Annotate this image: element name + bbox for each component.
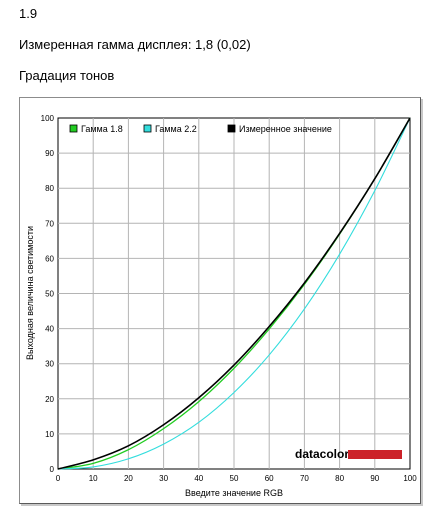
y-tick-label: 90 — [45, 149, 54, 158]
series-lines — [57, 117, 411, 470]
x-tick-label: 20 — [124, 474, 133, 483]
x-tick-label: 0 — [56, 474, 61, 483]
x-tick-label: 50 — [230, 474, 239, 483]
legend: Гамма 1.8 Гамма 2.2 Измеренное значение — [69, 124, 332, 134]
y-tick-label: 70 — [45, 219, 54, 228]
y-tick-label: 60 — [45, 254, 54, 263]
legend-swatch — [143, 124, 152, 133]
y-axis-label: Выходная величина светимости — [25, 226, 35, 360]
grid — [58, 118, 410, 469]
series-line — [57, 117, 411, 470]
y-tick-label: 30 — [45, 360, 54, 369]
legend-label: Гамма 1.8 — [81, 124, 123, 134]
chart-frame: 0 10 20 30 40 50 60 70 80 90 100 0 10 20 30 40 50 60 70 80 9… — [19, 97, 421, 504]
tone-curve-chart: 0 10 20 30 40 50 60 70 80 90 100 0 10 20 30 40 50 60 70 80 9… — [25, 114, 418, 498]
x-tick-label: 90 — [370, 474, 379, 483]
x-tick-label: 30 — [159, 474, 168, 483]
y-tick-label: 20 — [45, 395, 54, 404]
y-tick-label: 0 — [50, 465, 55, 474]
x-tick-label: 80 — [335, 474, 344, 483]
y-tick-label: 80 — [45, 184, 54, 193]
y-tick-label: 40 — [45, 325, 54, 334]
section-number: 1.9 — [19, 6, 38, 21]
datacolor-logo-bar — [348, 450, 402, 459]
x-axis-label: Введите значение RGB — [185, 488, 283, 498]
legend-label: Измеренное значение — [239, 124, 332, 134]
x-tick-label: 60 — [265, 474, 274, 483]
x-tick-label: 10 — [89, 474, 98, 483]
legend-label: Гамма 2.2 — [155, 124, 197, 134]
legend-swatch — [227, 124, 236, 133]
datacolor-logo: datacolor — [295, 447, 402, 461]
x-tick-label: 40 — [194, 474, 203, 483]
y-tick-label: 10 — [45, 430, 54, 439]
tick-labels: 0 10 20 30 40 50 60 70 80 90 100 0 10 20 30 40 50 60 70 80 9… — [41, 114, 418, 483]
tone-gradation-title: Градация тонов — [19, 68, 115, 83]
y-tick-label: 100 — [41, 114, 55, 123]
series-line — [57, 117, 411, 470]
legend-swatch — [69, 124, 78, 133]
measured-gamma-text: Измеренная гамма дисплея: 1,8 (0,02) — [19, 37, 251, 52]
x-tick-label: 100 — [403, 474, 417, 483]
datacolor-logo-text: datacolor — [295, 447, 349, 461]
y-tick-label: 50 — [45, 290, 54, 299]
x-tick-label: 70 — [300, 474, 309, 483]
